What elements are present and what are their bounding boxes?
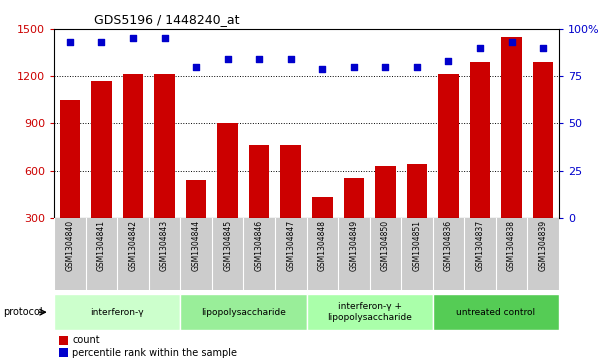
Point [223, 56, 233, 62]
Point [65, 39, 75, 45]
Bar [501, 37, 522, 265]
Bar [154, 74, 175, 265]
Point [412, 64, 422, 70]
Bar [470, 62, 490, 265]
Point [191, 64, 201, 70]
Text: GSM1304846: GSM1304846 [255, 220, 264, 271]
Point [128, 36, 138, 41]
Text: untreated control: untreated control [456, 308, 535, 317]
Text: count: count [72, 335, 100, 345]
Text: percentile rank within the sample: percentile rank within the sample [72, 347, 237, 358]
Bar [312, 197, 332, 265]
Point [538, 45, 548, 51]
Bar [433, 294, 559, 330]
Point [475, 45, 485, 51]
Bar [407, 163, 427, 265]
Text: GSM1304840: GSM1304840 [66, 220, 75, 271]
Text: GSM1304847: GSM1304847 [286, 220, 295, 271]
Text: GSM1304845: GSM1304845 [223, 220, 232, 271]
Bar [344, 179, 364, 265]
Text: interferon-γ: interferon-γ [90, 308, 144, 317]
Text: GSM1304843: GSM1304843 [160, 220, 169, 271]
Point [444, 58, 453, 64]
Text: GSM1304851: GSM1304851 [412, 220, 421, 271]
Bar [180, 294, 307, 330]
Bar [533, 62, 554, 265]
Text: interferon-γ +
lipopolysaccharide: interferon-γ + lipopolysaccharide [327, 302, 412, 322]
Text: GSM1304849: GSM1304849 [349, 220, 358, 271]
Text: GSM1304837: GSM1304837 [475, 220, 484, 271]
Point [349, 64, 359, 70]
Bar [91, 81, 112, 265]
Bar [123, 74, 143, 265]
Text: protocol: protocol [3, 307, 43, 317]
Point [317, 66, 327, 72]
Bar [218, 123, 238, 265]
Point [507, 39, 516, 45]
Point [380, 64, 390, 70]
Text: GSM1304844: GSM1304844 [192, 220, 201, 271]
Bar [59, 100, 80, 265]
Bar [438, 74, 459, 265]
Point [254, 56, 264, 62]
Text: GSM1304848: GSM1304848 [318, 220, 327, 271]
Bar [281, 146, 301, 265]
Text: GDS5196 / 1448240_at: GDS5196 / 1448240_at [94, 13, 240, 26]
Point [97, 39, 106, 45]
Text: GSM1304836: GSM1304836 [444, 220, 453, 271]
Text: GSM1304842: GSM1304842 [129, 220, 138, 271]
Text: lipopolysaccharide: lipopolysaccharide [201, 308, 286, 317]
Bar [375, 166, 395, 265]
Point [160, 36, 169, 41]
Bar [59, 348, 69, 357]
Point [286, 56, 296, 62]
Bar [186, 180, 206, 265]
Text: GSM1304839: GSM1304839 [538, 220, 548, 271]
Bar [307, 294, 433, 330]
Text: GSM1304841: GSM1304841 [97, 220, 106, 271]
Bar [54, 294, 180, 330]
Text: GSM1304838: GSM1304838 [507, 220, 516, 271]
Text: GSM1304850: GSM1304850 [381, 220, 390, 271]
Bar [59, 336, 69, 344]
Bar [249, 146, 269, 265]
